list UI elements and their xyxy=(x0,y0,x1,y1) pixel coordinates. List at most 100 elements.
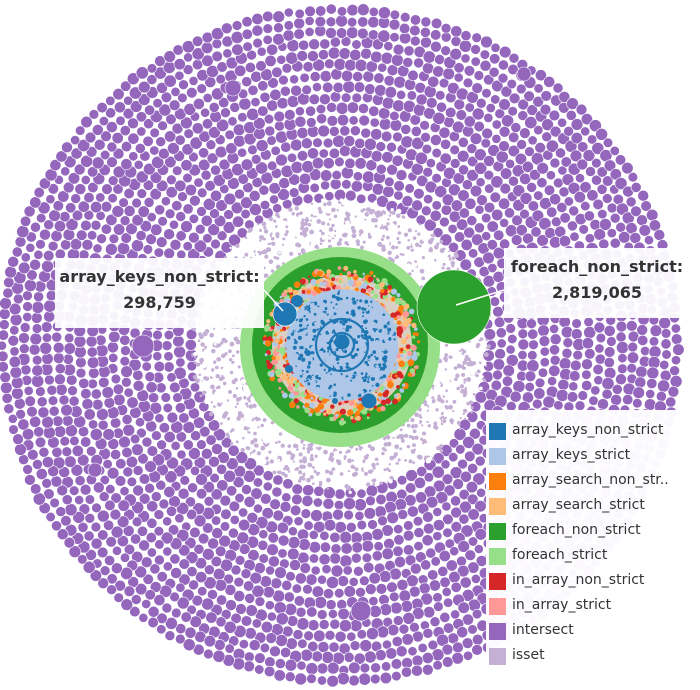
intersect-bubble xyxy=(294,572,307,585)
intersect-bubble xyxy=(318,148,329,159)
intersect-bubble xyxy=(102,428,115,441)
isset-bubble xyxy=(310,202,314,205)
isset-bubble xyxy=(220,341,224,345)
isset-bubble xyxy=(448,258,452,261)
intersect-bubble xyxy=(350,180,363,193)
isset-bubble xyxy=(455,373,460,378)
isset-bubble xyxy=(284,232,288,237)
isset-gap xyxy=(346,234,351,239)
intersect-bubble xyxy=(219,183,230,195)
intersect-bubble xyxy=(529,168,541,181)
intersect-bubble xyxy=(162,561,173,572)
isset-bubble xyxy=(446,266,451,271)
intersect-bubble xyxy=(114,475,127,487)
intersect-bubble xyxy=(457,564,470,578)
mixed-bubble xyxy=(271,358,278,366)
intersect-bubble xyxy=(625,196,637,208)
isset-bubble xyxy=(203,376,208,381)
isset-bubble xyxy=(327,239,332,243)
mixed-bubble xyxy=(289,401,296,409)
isset-bubble xyxy=(442,262,446,266)
intersect-bubble xyxy=(505,323,516,334)
intersect-bubble xyxy=(250,487,263,500)
intersect-bubble xyxy=(199,426,211,438)
mixed-bubble xyxy=(362,272,366,276)
intersect-bubble xyxy=(615,320,628,333)
intersect-bubble xyxy=(96,101,108,114)
intersect-bubble xyxy=(632,386,645,399)
intersect-bubble xyxy=(143,118,155,130)
intersect-bubble xyxy=(306,117,317,128)
intersect-bubble xyxy=(142,135,154,147)
isset-bubble xyxy=(297,252,302,256)
isset-bubble xyxy=(211,348,216,354)
intersect-bubble xyxy=(438,126,451,139)
array-keys-bubble xyxy=(330,301,333,304)
isset-gap xyxy=(389,223,395,229)
intersect-bubble xyxy=(374,649,387,661)
intersect-bubble xyxy=(459,470,472,483)
intersect-bubble xyxy=(370,150,383,163)
mixed-bubble xyxy=(343,265,349,271)
intersect-bubble xyxy=(460,524,474,538)
intersect-bubble xyxy=(4,265,17,279)
intersect-bubble xyxy=(422,511,434,523)
mixed-bubble xyxy=(277,377,283,383)
intersect-bubble xyxy=(269,645,281,658)
array-keys-bubble xyxy=(307,382,311,386)
mixed-bubble xyxy=(390,288,398,295)
intersect-bubble xyxy=(282,29,295,42)
intersect-bubble xyxy=(553,400,564,411)
intersect-bubble xyxy=(211,443,223,455)
isset-gap xyxy=(477,377,482,382)
intersect-bubble xyxy=(33,426,45,438)
intersect-bubble xyxy=(536,177,548,189)
intersect-bubble xyxy=(526,318,537,329)
intersect-bubble xyxy=(264,600,275,611)
intersect-bubble xyxy=(22,290,33,301)
intersect-bubble xyxy=(404,183,415,194)
intersect-bubble xyxy=(491,119,502,130)
isset-bubble xyxy=(244,236,248,240)
intersect-bubble xyxy=(573,191,586,204)
intersect-bubble xyxy=(122,466,134,478)
intersect-bubble xyxy=(450,495,462,507)
intersect-bubble xyxy=(200,107,211,118)
isset-bubble xyxy=(227,349,232,354)
intersect-bubble xyxy=(448,452,459,463)
isset-gap xyxy=(431,442,435,446)
intersect-bubble xyxy=(329,618,341,630)
isset-bubble xyxy=(220,366,224,370)
intersect-bubble xyxy=(416,174,429,187)
intersect-bubble xyxy=(291,493,303,506)
intersect-bubble xyxy=(233,576,245,588)
isset-bubble xyxy=(394,444,400,450)
isset-gap xyxy=(405,263,412,269)
isset-bubble xyxy=(275,256,280,261)
intersect-bubble xyxy=(9,313,23,327)
mixed-bubble xyxy=(394,374,398,378)
mixed-bubble xyxy=(353,269,357,274)
intersect-bubble xyxy=(379,671,392,685)
intersect-bubble xyxy=(145,420,158,433)
isset-bubble xyxy=(235,339,241,345)
isset-bubble xyxy=(393,452,398,457)
intersect-bubble xyxy=(221,22,233,35)
intersect-bubble xyxy=(579,181,592,194)
isset-bubble xyxy=(430,233,433,237)
intersect-bubble xyxy=(12,293,24,305)
intersect-bubble xyxy=(476,194,488,206)
isset-gap xyxy=(374,481,380,487)
intersect-bubble xyxy=(463,65,476,77)
intersect-bubble xyxy=(54,373,66,386)
isset-bubble xyxy=(215,373,220,379)
intersect-bubble xyxy=(285,51,299,65)
isset-gap xyxy=(268,423,273,429)
isset-bubble xyxy=(243,396,247,400)
intersect-bubble xyxy=(461,179,473,191)
intersect-bubble xyxy=(452,641,464,654)
intersect-bubble xyxy=(500,167,513,180)
intersect-bubble xyxy=(23,205,36,218)
intersect-bubble xyxy=(187,482,198,494)
intersect-bubble xyxy=(273,669,286,682)
